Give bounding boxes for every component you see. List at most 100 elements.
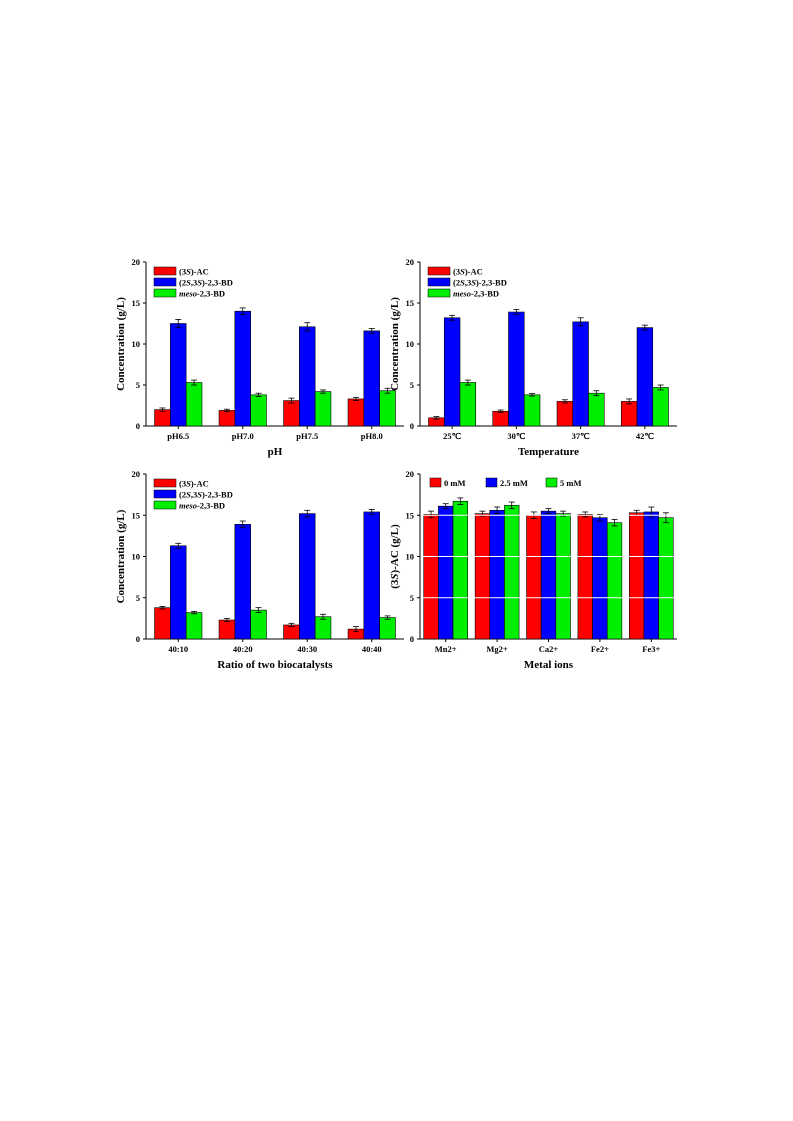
chart-panel-2: 0 5 10 15 20 25℃ 30℃ 37℃ 42℃ Temperature Concentra… xyxy=(389,257,677,458)
bar xyxy=(636,327,654,427)
x-tick-label: 40:20 xyxy=(233,644,253,654)
chart-panel-3: 0 5 10 15 20 40:10 40:20 40:30 40:40 Ratio of two… xyxy=(115,469,404,671)
legend-label: 2.5 mM xyxy=(500,478,528,488)
bar xyxy=(170,323,187,427)
legend-swatch xyxy=(545,477,558,488)
error-bar xyxy=(255,392,262,397)
legend-swatch xyxy=(485,477,498,488)
x-axis-title: Temperature xyxy=(518,446,579,458)
y-tick-label: 20 xyxy=(132,257,141,267)
error-bar xyxy=(159,606,166,610)
error-bar xyxy=(368,509,375,515)
y-tick-label: 10 xyxy=(132,339,141,349)
legend: 0 mM 2.5 mM 5 mM xyxy=(429,477,581,488)
bar xyxy=(620,401,638,427)
bar xyxy=(572,321,589,427)
chart-panel-4: 0 5 10 15 20 Mn2+ Mg2+ Ca2+ Fe2+ Fe3+ Metal ions (3… xyxy=(389,469,677,671)
bar xyxy=(474,513,491,640)
bar xyxy=(379,390,396,427)
legend-label: (3S)-AC xyxy=(179,479,209,489)
error-bar xyxy=(304,509,311,518)
bar xyxy=(452,500,468,640)
bar xyxy=(443,317,461,427)
bar xyxy=(185,382,203,427)
y-tick-label: 10 xyxy=(406,339,415,349)
bar xyxy=(283,400,300,427)
error-bar xyxy=(626,398,633,405)
legend-label: (2S,3S)-2,3-BD xyxy=(179,278,233,288)
y-tick-label: 15 xyxy=(406,298,415,308)
error-bar xyxy=(464,379,471,386)
x-tick-label: 40:10 xyxy=(168,644,188,654)
bar xyxy=(299,513,316,640)
error-bar xyxy=(577,317,584,327)
bar xyxy=(523,394,541,427)
x-tick-label: 40:40 xyxy=(362,644,382,654)
x-tick-label: Ca2+ xyxy=(539,644,559,654)
legend-label: 5 mM xyxy=(560,478,581,488)
legend-swatch xyxy=(153,288,177,298)
legend-swatch xyxy=(427,277,451,287)
error-bar xyxy=(304,322,311,332)
legend-swatch xyxy=(153,277,177,287)
y-tick-label: 15 xyxy=(132,298,141,308)
bar xyxy=(652,387,669,427)
x-tick-label: 42℃ xyxy=(636,431,655,441)
error-bar xyxy=(384,387,391,394)
x-tick-label: pH6.5 xyxy=(167,431,189,441)
legend-swatch xyxy=(427,266,451,276)
x-tick-label: Fe3+ xyxy=(642,644,660,654)
legend-label: (2S,3S)-2,3-BD xyxy=(179,490,233,500)
bar xyxy=(185,612,203,640)
bar xyxy=(250,609,267,640)
bar xyxy=(508,311,525,427)
error-bar xyxy=(529,393,536,397)
error-bar xyxy=(384,615,391,620)
error-bar xyxy=(428,510,435,519)
y-tick-label: 0 xyxy=(410,421,414,431)
legend-swatch xyxy=(429,477,442,488)
bar xyxy=(170,545,187,640)
error-bar xyxy=(513,309,520,315)
legend-label: meso-2,3-BD xyxy=(179,289,225,299)
y-tick-label: 5 xyxy=(136,380,140,390)
error-bar xyxy=(561,399,568,404)
error-bar xyxy=(175,318,182,329)
y-tick-label: 20 xyxy=(406,257,415,267)
error-bar xyxy=(288,397,295,404)
bar xyxy=(438,505,454,640)
bar xyxy=(218,619,236,640)
error-bar xyxy=(433,416,440,420)
x-tick-label: pH8.0 xyxy=(361,431,383,441)
bar xyxy=(363,330,380,427)
error-bar xyxy=(352,626,359,632)
bar xyxy=(234,524,251,640)
error-bar xyxy=(239,307,246,315)
error-bar xyxy=(223,617,230,623)
x-tick-label: pH7.5 xyxy=(296,431,318,441)
bar xyxy=(154,409,171,427)
error-bar xyxy=(191,610,198,615)
error-bar xyxy=(320,389,327,394)
bar xyxy=(423,514,439,640)
bar xyxy=(347,398,365,427)
error-bar xyxy=(582,511,589,518)
bar xyxy=(379,617,396,640)
bar xyxy=(250,394,267,427)
bar xyxy=(218,410,236,427)
y-tick-label: 20 xyxy=(406,469,415,479)
y-axis-title: (3S)-AC (g/L) xyxy=(389,524,401,589)
y-tick-label: 0 xyxy=(136,634,140,644)
bar xyxy=(234,310,251,427)
y-axis-title: Concentration (g/L) xyxy=(115,509,127,603)
x-axis-title: Ratio of two biocatalysts xyxy=(217,659,333,671)
chart-panel-1: 0 5 10 15 20 pH6.5 pH7.0 pH7.5 pH8.0 pH Concentrat… xyxy=(115,257,404,458)
error-bar xyxy=(494,506,501,514)
bar xyxy=(555,513,571,640)
error-bar xyxy=(442,503,449,510)
legend-swatch xyxy=(153,500,177,510)
y-tick-label: 5 xyxy=(410,380,414,390)
error-bar xyxy=(457,497,464,505)
bar xyxy=(556,401,574,427)
